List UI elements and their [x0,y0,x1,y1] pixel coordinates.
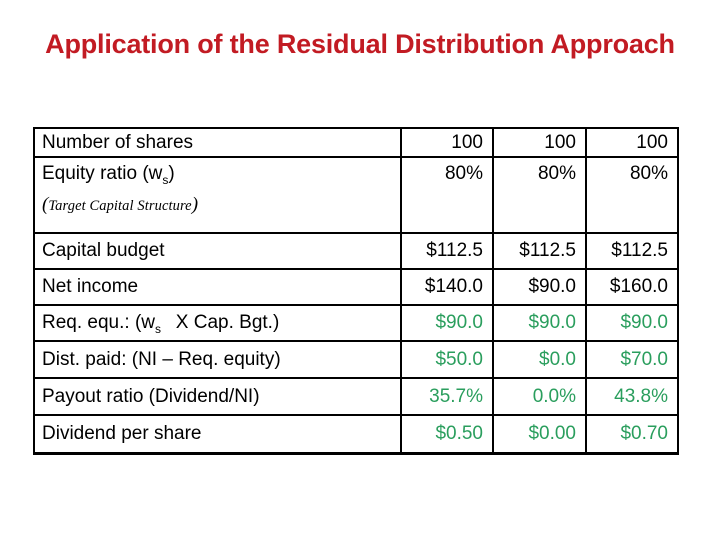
note-text: Target Capital Structure [48,198,192,214]
paren-close: ) [191,194,199,215]
table-row: Net income $140.0 $90.0 $160.0 [33,268,679,306]
value-cell: 100 [492,127,587,158]
label-text: ) [168,163,175,184]
value-cell: $112.5 [400,232,494,270]
value-cell: 80% [400,156,494,234]
row-label: Equity ratio (ws) (Target Capital Struct… [33,156,402,234]
label-subscript: s [162,172,169,187]
value-cell: $0.00 [492,414,587,454]
row-label: Payout ratio (Dividend/NI) [33,377,402,416]
value-cell: 80% [492,156,587,234]
value-cell: $90.0 [400,304,494,342]
paren-open: ( [42,194,49,215]
table-row: Req. equ.: (ws X Cap. Bgt.) $90.0 $90.0 … [33,304,679,342]
value-cell: $90.0 [585,304,679,342]
residual-distribution-table: Number of shares 100 100 100 Equity rati… [33,127,679,455]
row-label: Dividend per share [33,414,402,454]
row-label: Req. equ.: (ws X Cap. Bgt.) [33,304,402,342]
value-cell: $90.0 [492,268,587,306]
table-row: Dist. paid: (NI – Req. equity) $50.0 $0.… [33,340,679,379]
table-row: Capital budget $112.5 $112.5 $112.5 [33,232,679,270]
value-cell: $70.0 [585,340,679,379]
value-cell: 100 [585,127,679,158]
value-cell: $112.5 [585,232,679,270]
row-label: Number of shares [33,127,402,158]
value-cell: 80% [585,156,679,234]
value-cell: 0.0% [492,377,587,416]
table-row: Equity ratio (ws) (Target Capital Struct… [33,156,679,234]
value-cell: $160.0 [585,268,679,306]
value-cell: $140.0 [400,268,494,306]
value-cell: $0.50 [400,414,494,454]
value-cell: $112.5 [492,232,587,270]
table-row: Dividend per share $0.50 $0.00 $0.70 [33,414,679,454]
row-label: Dist. paid: (NI – Req. equity) [33,340,402,379]
label-subscript: s [155,321,161,336]
table-row: Payout ratio (Dividend/NI) 35.7% 0.0% 43… [33,377,679,416]
row-label: Capital budget [33,232,402,270]
value-cell: $50.0 [400,340,494,379]
table-row: Number of shares 100 100 100 [33,127,679,158]
target-capital-structure-note: (Target Capital Structure) [42,194,396,216]
value-cell: $90.0 [492,304,587,342]
label-text: X Cap. Bgt.) [161,312,280,333]
value-cell: 100 [400,127,494,158]
slide-title: Application of the Residual Distribution… [45,29,675,59]
label-text: Equity ratio (w [42,163,163,184]
row-label: Net income [33,268,402,306]
label-text: Req. equ.: (w [42,312,155,333]
equity-ratio-label: Equity ratio (ws) [42,163,396,187]
value-cell: $0.70 [585,414,679,454]
value-cell: 35.7% [400,377,494,416]
value-cell: 43.8% [585,377,679,416]
value-cell: $0.0 [492,340,587,379]
